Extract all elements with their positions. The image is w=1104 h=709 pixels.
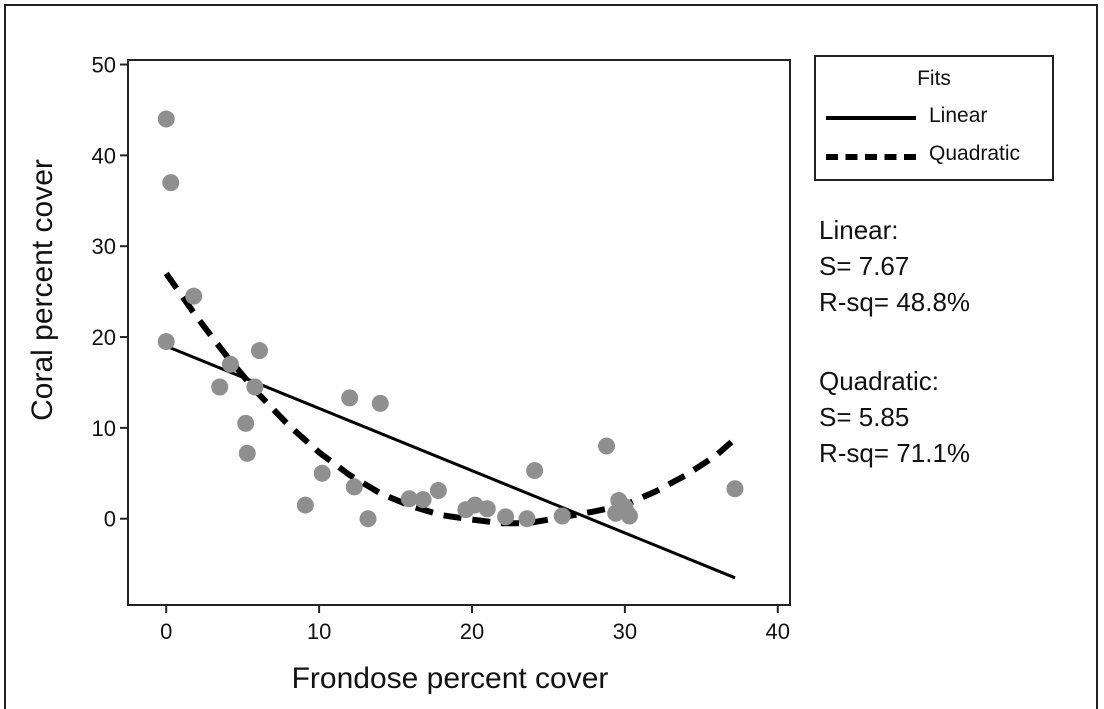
quadratic-stats-heading: Quadratic: <box>819 366 939 396</box>
y-tick-label: 40 <box>92 143 116 168</box>
legend: Fits Linear Quadratic <box>814 55 1054 181</box>
quadratic-fit-stats: Quadratic: S= 5.85 R-sq= 71.1% <box>819 363 970 471</box>
linear-stats-heading: Linear: <box>819 215 899 245</box>
data-point <box>237 414 255 432</box>
fit-line-quadratic <box>163 271 737 527</box>
data-point <box>250 342 268 360</box>
data-point <box>157 110 175 128</box>
data-point <box>478 500 496 518</box>
data-point <box>246 378 264 396</box>
linear-stats-rsq: R-sq= 48.8% <box>819 287 971 317</box>
legend-title: Fits <box>917 67 951 90</box>
data-point <box>620 507 638 525</box>
y-tick-label: 10 <box>92 416 116 441</box>
x-axis: 0 10 20 30 40 <box>160 605 790 644</box>
data-point <box>726 480 744 498</box>
dashed-line-swatch <box>826 154 916 160</box>
data-point <box>296 496 314 514</box>
x-axis-label: Frondose percent cover <box>292 662 609 695</box>
y-axis: 0 10 20 30 40 50 <box>92 53 128 532</box>
x-tick-label: 10 <box>307 619 331 644</box>
y-tick-label: 0 <box>104 507 116 532</box>
x-tick-label: 20 <box>460 619 484 644</box>
data-points <box>157 110 744 528</box>
data-point <box>553 507 571 525</box>
data-point <box>518 510 536 528</box>
data-point <box>221 355 239 373</box>
legend-label-quadratic: Quadratic <box>929 142 1021 165</box>
x-tick-label: 40 <box>766 619 790 644</box>
x-tick-label: 30 <box>613 619 637 644</box>
data-point <box>185 287 203 305</box>
y-tick-label: 30 <box>92 234 116 259</box>
legend-entry-quadratic: Quadratic <box>826 140 1046 170</box>
data-point <box>211 378 229 396</box>
figure-frame <box>4 4 1098 709</box>
data-point <box>400 490 418 508</box>
data-point <box>313 464 331 482</box>
solid-line-swatch <box>826 116 916 120</box>
data-point <box>345 478 363 496</box>
quadratic-stats-s: S= 5.85 <box>819 402 910 432</box>
plot-area-border <box>127 59 791 606</box>
quadratic-stats-rsq: R-sq= 71.1% <box>819 438 971 468</box>
data-point <box>371 394 389 412</box>
y-tick-label: 50 <box>92 53 116 78</box>
data-point <box>598 437 616 455</box>
data-point <box>162 174 180 192</box>
linear-fit-stats: Linear: S= 7.67 R-sq= 48.8% <box>819 212 970 320</box>
data-point <box>414 491 432 509</box>
legend-label-linear: Linear <box>929 104 988 127</box>
data-point <box>429 482 447 500</box>
data-point <box>359 510 377 528</box>
legend-entry-linear: Linear <box>826 102 1046 132</box>
data-point <box>341 389 359 407</box>
linear-stats-s: S= 7.67 <box>819 251 910 281</box>
x-tick-label: 0 <box>160 619 172 644</box>
y-axis-label: Coral percent cover <box>26 159 59 421</box>
y-tick-label: 20 <box>92 325 116 350</box>
data-point <box>497 508 515 526</box>
data-point <box>238 444 256 462</box>
data-point <box>526 462 544 480</box>
data-point <box>157 333 175 351</box>
